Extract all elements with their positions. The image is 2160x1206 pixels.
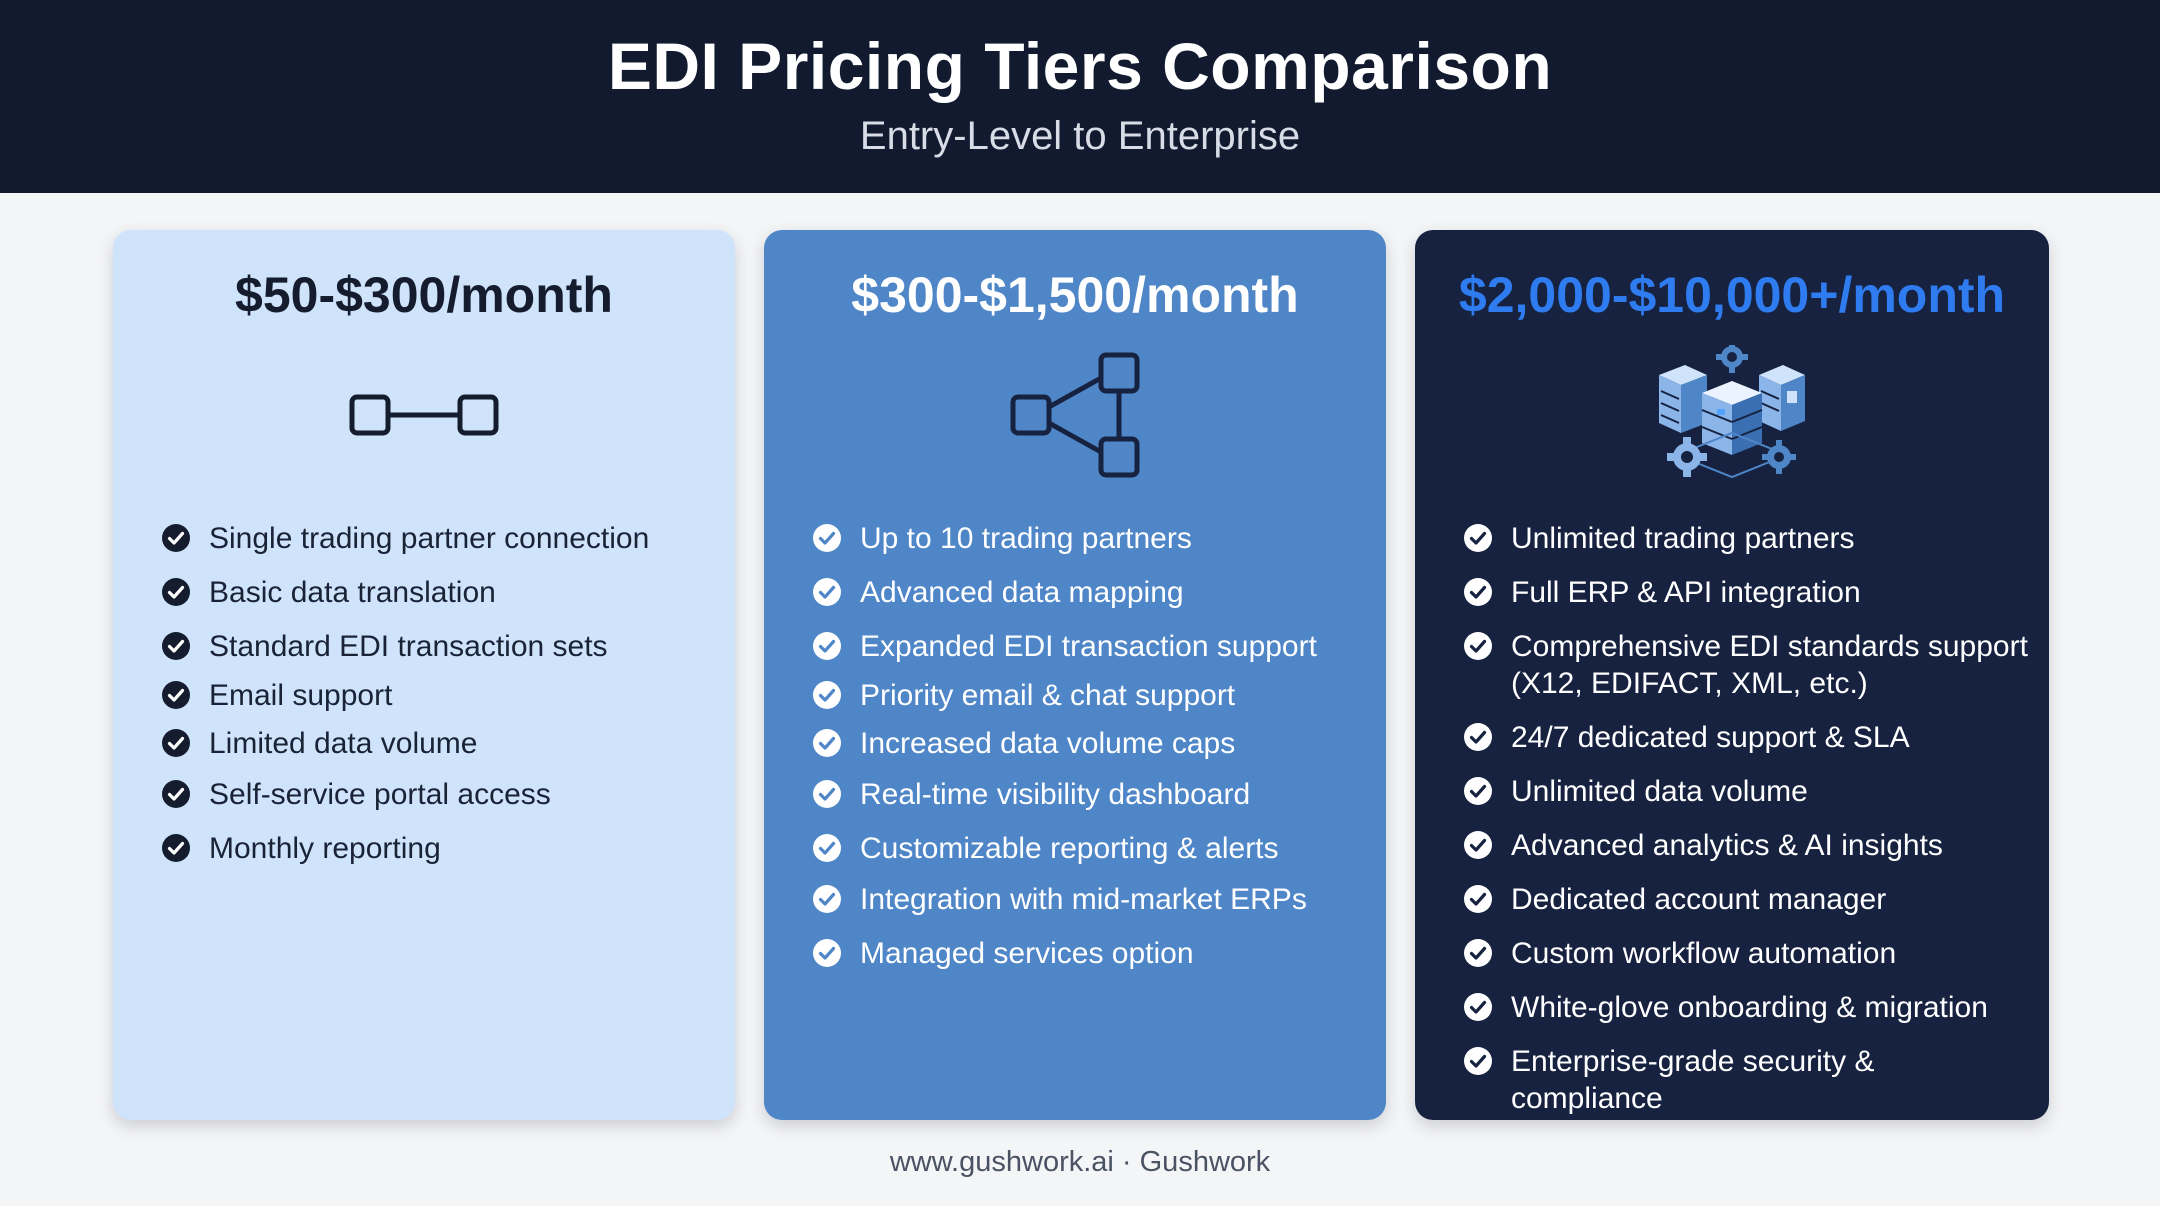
feature-item: Dedicated account manager	[1463, 881, 2029, 918]
feature-text: Dedicated account manager	[1511, 883, 1887, 916]
feature-item: Monthly reporting	[161, 830, 715, 867]
check-circle-icon	[1464, 939, 1492, 967]
feature-indent-spacer	[1463, 668, 1493, 698]
check-circle-icon	[1464, 993, 1492, 1021]
feature-text: Comprehensive EDI standards support	[1511, 630, 2028, 663]
check-circle-icon	[162, 834, 190, 862]
check-circle-icon	[813, 780, 841, 808]
feature-item: 24/7 dedicated support & SLA	[1463, 719, 2029, 756]
check-circle-icon	[813, 834, 841, 862]
check-circle-icon	[1464, 723, 1492, 751]
feature-item: Increased data volume caps	[812, 725, 1366, 762]
check-circle-icon	[813, 885, 841, 913]
check-circle-icon	[813, 681, 841, 709]
feature-text: Limited data volume	[209, 727, 478, 760]
feature-text: Self-service portal access	[209, 778, 551, 811]
point-to-point-connection-icon	[113, 350, 735, 480]
check-circle-icon	[162, 578, 190, 606]
check-circle-icon	[162, 524, 190, 552]
tier-price: $2,000-$10,000+/month	[1458, 267, 2006, 323]
feature-text: Integration with mid-market ERPs	[860, 883, 1307, 916]
feature-text: Advanced analytics & AI insights	[1511, 829, 1943, 862]
check-circle-icon	[813, 729, 841, 757]
feature-item: White-glove onboarding & migration	[1463, 989, 2029, 1026]
feature-item: Email support	[161, 677, 715, 714]
feature-text: Email support	[209, 679, 393, 712]
feature-text: Basic data translation	[209, 576, 496, 609]
check-circle-icon	[1464, 885, 1492, 913]
check-circle-icon	[1464, 1047, 1492, 1075]
check-circle-icon	[1464, 777, 1492, 805]
check-circle-icon	[162, 729, 190, 757]
feature-text: Priority email & chat support	[860, 679, 1236, 712]
check-circle-icon	[813, 524, 841, 552]
feature-text: Unlimited trading partners	[1511, 522, 1855, 555]
feature-text: Up to 10 trading partners	[860, 522, 1192, 555]
tier-price: $50-$300/month	[235, 267, 613, 323]
feature-item: Real-time visibility dashboard	[812, 776, 1366, 813]
feature-item: Up to 10 trading partners	[812, 520, 1366, 557]
check-circle-icon	[1464, 578, 1492, 606]
check-circle-icon	[1464, 632, 1492, 660]
feature-item: Single trading partner connection	[161, 520, 715, 557]
tier-price: $300-$1,500/month	[851, 267, 1299, 323]
tier-card-entry: $50-$300/month Single trading partner co…	[113, 230, 735, 1120]
feature-text: Full ERP & API integration	[1511, 576, 1861, 609]
feature-item: Enterprise-grade security & compliance	[1463, 1043, 2029, 1117]
feature-item: Basic data translation	[161, 574, 715, 611]
feature-item: Advanced analytics & AI insights	[1463, 827, 2029, 864]
page-subtitle: Entry-Level to Enterprise	[859, 114, 1301, 158]
check-circle-icon	[162, 780, 190, 808]
feature-item: Unlimited trading partners	[1463, 520, 2029, 557]
page-header: EDI Pricing Tiers Comparison Entry-Level…	[0, 0, 2160, 193]
feature-text: Monthly reporting	[209, 832, 441, 865]
check-circle-icon	[1464, 831, 1492, 859]
feature-item: Comprehensive EDI standards support	[1463, 628, 2029, 665]
feature-item: Customizable reporting & alerts	[812, 830, 1366, 867]
feature-item: Managed services option	[812, 935, 1366, 972]
check-circle-icon	[162, 681, 190, 709]
feature-item: Self-service portal access	[161, 776, 715, 813]
tier-card-mid-market: $300-$1,500/month Up to 10 trading partn…	[764, 230, 1386, 1120]
feature-text: Enterprise-grade security & compliance	[1511, 1045, 1875, 1115]
feature-text: White-glove onboarding & migration	[1511, 991, 1988, 1024]
check-circle-icon	[1464, 524, 1492, 552]
check-circle-icon	[813, 632, 841, 660]
feature-item: Unlimited data volume	[1463, 773, 2029, 810]
feature-text: Managed services option	[860, 937, 1194, 970]
page-title: EDI Pricing Tiers Comparison	[607, 29, 1553, 103]
feature-text: Increased data volume caps	[860, 727, 1236, 760]
feature-item: Priority email & chat support	[812, 677, 1366, 714]
feature-text: Single trading partner connection	[209, 522, 650, 555]
feature-item: Full ERP & API integration	[1463, 574, 2029, 611]
feature-item: Advanced data mapping	[812, 574, 1366, 611]
feature-text: Real-time visibility dashboard	[860, 778, 1251, 811]
feature-item: Custom workflow automation	[1463, 935, 2029, 972]
server-gears-icon	[1415, 345, 2049, 480]
feature-text: Expanded EDI transaction support	[860, 630, 1317, 663]
check-circle-icon	[162, 632, 190, 660]
feature-text: (X12, EDIFACT, XML, etc.)	[1511, 667, 1868, 700]
feature-text: Unlimited data volume	[1511, 775, 1808, 808]
feature-item: Limited data volume	[161, 725, 715, 762]
feature-item: Expanded EDI transaction support	[812, 628, 1366, 665]
tier-card-enterprise: $2,000-$10,000+/month	[1415, 230, 2049, 1120]
feature-item-continued: (X12, EDIFACT, XML, etc.)	[1463, 665, 2029, 702]
feature-text: Customizable reporting & alerts	[860, 832, 1279, 865]
network-branch-icon	[764, 350, 1386, 480]
feature-text: 24/7 dedicated support & SLA	[1511, 721, 1910, 754]
check-circle-icon	[813, 578, 841, 606]
check-circle-icon	[813, 939, 841, 967]
footer-credit: www.gushwork.ai · Gushwork	[889, 1146, 1271, 1178]
feature-text: Custom workflow automation	[1511, 937, 1897, 970]
feature-text: Standard EDI transaction sets	[209, 630, 608, 663]
feature-text: Advanced data mapping	[860, 576, 1184, 609]
feature-item: Standard EDI transaction sets	[161, 628, 715, 665]
feature-item: Integration with mid-market ERPs	[812, 881, 1366, 918]
